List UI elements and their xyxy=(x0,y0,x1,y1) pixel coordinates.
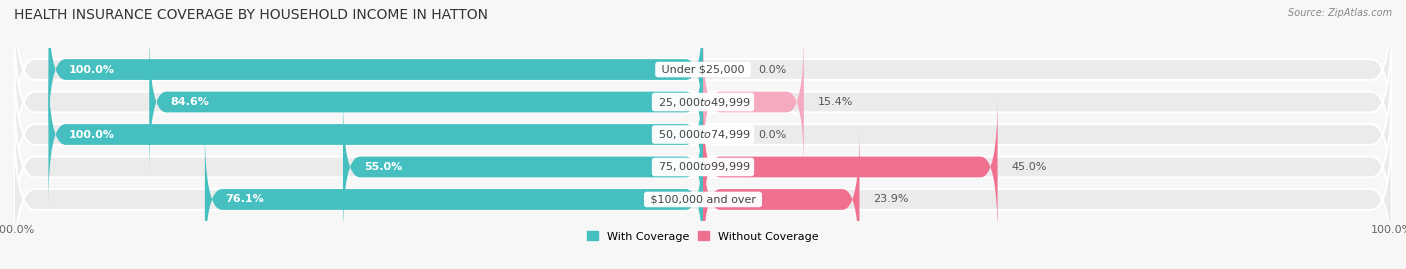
Text: 84.6%: 84.6% xyxy=(170,97,209,107)
Text: 15.4%: 15.4% xyxy=(817,97,853,107)
FancyBboxPatch shape xyxy=(14,47,1392,222)
Text: 100.0%: 100.0% xyxy=(69,65,115,75)
Text: 100.0%: 100.0% xyxy=(69,129,115,140)
FancyBboxPatch shape xyxy=(48,0,703,140)
FancyBboxPatch shape xyxy=(14,112,1392,269)
FancyBboxPatch shape xyxy=(703,129,859,269)
FancyBboxPatch shape xyxy=(205,129,703,269)
Text: HEALTH INSURANCE COVERAGE BY HOUSEHOLD INCOME IN HATTON: HEALTH INSURANCE COVERAGE BY HOUSEHOLD I… xyxy=(14,8,488,22)
FancyBboxPatch shape xyxy=(48,64,703,205)
FancyBboxPatch shape xyxy=(14,0,1392,157)
FancyBboxPatch shape xyxy=(703,96,998,238)
Text: 76.1%: 76.1% xyxy=(225,194,264,204)
FancyBboxPatch shape xyxy=(703,31,804,173)
Text: $50,000 to $74,999: $50,000 to $74,999 xyxy=(655,128,751,141)
Text: 0.0%: 0.0% xyxy=(758,65,786,75)
Text: $25,000 to $49,999: $25,000 to $49,999 xyxy=(655,95,751,108)
FancyBboxPatch shape xyxy=(14,15,1392,189)
FancyBboxPatch shape xyxy=(343,96,703,238)
FancyBboxPatch shape xyxy=(149,31,703,173)
Text: 55.0%: 55.0% xyxy=(364,162,402,172)
Text: $100,000 and over: $100,000 and over xyxy=(647,194,759,204)
FancyBboxPatch shape xyxy=(14,80,1392,254)
Text: Source: ZipAtlas.com: Source: ZipAtlas.com xyxy=(1288,8,1392,18)
Text: 45.0%: 45.0% xyxy=(1011,162,1046,172)
Text: 0.0%: 0.0% xyxy=(758,129,786,140)
Text: 23.9%: 23.9% xyxy=(873,194,908,204)
Text: $75,000 to $99,999: $75,000 to $99,999 xyxy=(655,161,751,174)
Legend: With Coverage, Without Coverage: With Coverage, Without Coverage xyxy=(582,227,824,246)
Text: Under $25,000: Under $25,000 xyxy=(658,65,748,75)
